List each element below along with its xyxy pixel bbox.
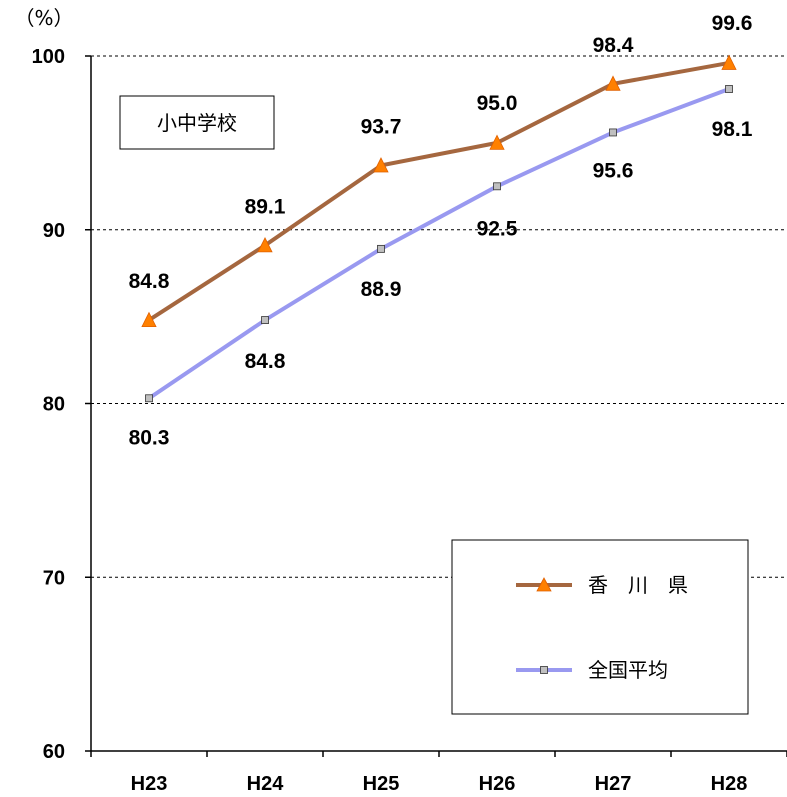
series-line-2 [147,87,731,401]
data-label-s2-H24: 84.8 [245,350,286,373]
data-label-s1-H25: 93.7 [361,115,402,138]
data-label-s2-H23: 80.3 [129,426,170,449]
data-label-s1-H28: 99.6 [712,12,753,35]
y-tick-label-70: 70 [43,567,65,589]
y-axis-unit-label: （%） [14,6,73,30]
x-tick-label-H27: H27 [595,773,632,795]
series-1 [141,54,737,328]
y-tick-label-100: 100 [32,46,65,68]
x-tick-label-H25: H25 [363,773,400,795]
data-point-s1-H26 [489,134,505,150]
grid-lines [91,55,787,578]
data-label-s2-H25: 88.9 [361,278,402,301]
series-line-1 [147,60,731,323]
y-tick-label-90: 90 [43,220,65,242]
data-label-s1-H27: 98.4 [593,34,634,57]
legend-item-2: 全国平均 [516,658,668,682]
annotation-text: 小中学校 [157,111,237,135]
data-point-s2-H28 [725,85,733,93]
y-tick-labels: 60 70 80 90 100 [32,46,91,763]
x-tick-labels: H23 H24 H25 H26 H27 H28 [90,751,787,795]
y-tick-label-60: 60 [43,741,65,763]
data-point-s1-H25 [373,157,389,173]
y-tick-label-80: 80 [43,394,65,416]
data-point-s2-H24 [261,316,269,325]
x-tick-label-H28: H28 [711,773,748,795]
x-tick-label-H26: H26 [479,773,516,795]
data-labels: 84.8 89.1 93.7 95.0 98.4 99.6 80.3 84.8 88.9 92.5… [129,12,753,449]
data-point-s2-H27 [609,128,617,137]
data-point-s2-H23 [145,394,153,403]
data-point-s2-H26 [493,182,501,191]
data-label-s2-H28: 98.1 [712,118,753,141]
data-point-s2-H25 [377,244,385,253]
data-label-s1-H24: 89.1 [245,195,286,218]
data-label-s1-H26: 95.0 [477,92,518,115]
data-point-s1-H27 [605,75,621,91]
data-point-s1-H28 [721,54,737,70]
legend-frame [451,539,749,715]
legend-label-2: 全国平均 [588,658,668,682]
series-2 [145,85,733,403]
x-tick-label-H23: H23 [131,773,168,795]
x-tick-label-H24: H24 [247,773,285,795]
legend-label-1: 香 川 県 [588,573,688,597]
data-point-s1-H24 [257,236,273,253]
data-label-s2-H27: 95.6 [593,159,634,182]
data-point-s1-H23 [141,311,157,328]
legend-square-marker [540,666,548,674]
annotation-box: 小中学校 [119,95,275,150]
data-label-s1-H23: 84.8 [129,270,170,293]
legend-item-1: 香 川 県 [516,573,688,597]
annotation-frame [119,95,275,150]
legend-triangle-marker [536,577,552,592]
series-layer [141,54,737,403]
data-label-s2-H26: 92.5 [477,217,518,240]
